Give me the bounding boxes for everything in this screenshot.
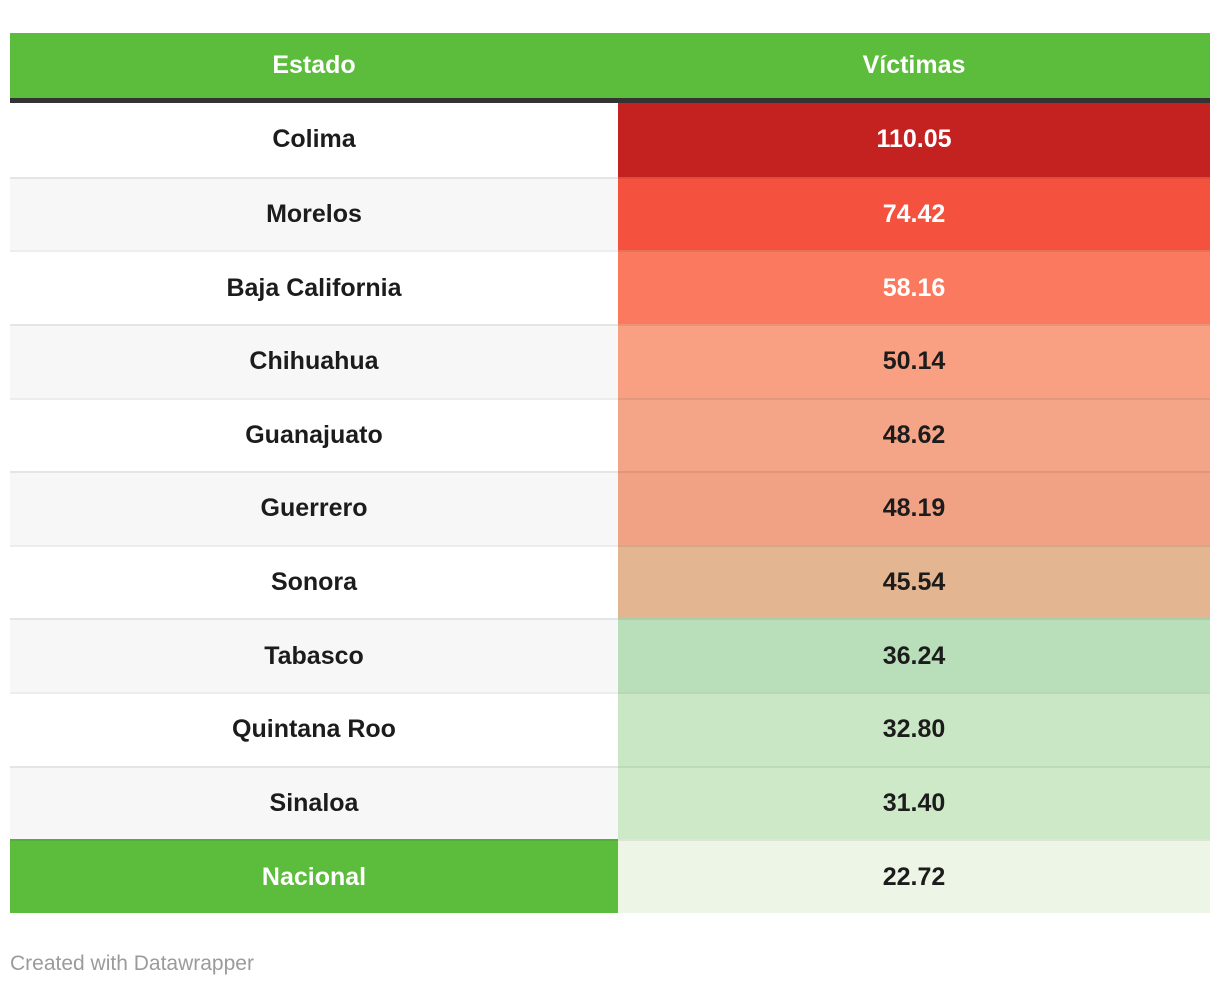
datawrapper-credit-link[interactable]: Created with Datawrapper <box>10 952 254 975</box>
estado-cell: Nacional <box>10 839 618 913</box>
estado-cell: Baja California <box>10 250 618 324</box>
victimas-cell: 45.54 <box>618 544 1210 619</box>
estado-cell: Morelos <box>10 176 618 251</box>
victims-table: Estado Víctimas Colima 110.05 Morelos 74… <box>10 33 1210 913</box>
victimas-cell: 58.16 <box>618 250 1210 324</box>
victimas-cell: 48.19 <box>618 471 1210 545</box>
table-row: Sonora 45.54 <box>10 544 1210 619</box>
estado-cell: Quintana Roo <box>10 692 618 766</box>
victimas-cell: 50.14 <box>618 323 1210 398</box>
attribution: Created with Datawrapper <box>10 952 254 976</box>
victimas-cell: 36.24 <box>618 618 1210 692</box>
estado-cell: Tabasco <box>10 618 618 692</box>
table-row-nacional: Nacional 22.72 <box>10 839 1210 913</box>
column-header-victimas[interactable]: Víctimas <box>618 33 1210 98</box>
table-row: Sinaloa 31.40 <box>10 765 1210 840</box>
estado-cell: Colima <box>10 103 618 177</box>
estado-cell: Chihuahua <box>10 323 618 398</box>
table-body: Colima 110.05 Morelos 74.42 Baja Califor… <box>10 103 1210 913</box>
estado-cell: Guerrero <box>10 471 618 545</box>
table-row: Guanajuato 48.62 <box>10 397 1210 472</box>
table-row: Baja California 58.16 <box>10 250 1210 324</box>
victimas-cell: 32.80 <box>618 692 1210 766</box>
table-header-row: Estado Víctimas <box>10 33 1210 103</box>
table-row: Colima 110.05 <box>10 103 1210 177</box>
estado-cell: Sonora <box>10 544 618 619</box>
victimas-cell: 48.62 <box>618 397 1210 472</box>
table-row: Morelos 74.42 <box>10 176 1210 251</box>
victimas-cell: 31.40 <box>618 765 1210 840</box>
estado-cell: Sinaloa <box>10 765 618 840</box>
estado-cell: Guanajuato <box>10 397 618 472</box>
table-row: Chihuahua 50.14 <box>10 323 1210 398</box>
table-row: Quintana Roo 32.80 <box>10 692 1210 766</box>
column-header-estado[interactable]: Estado <box>10 33 618 98</box>
victimas-cell: 22.72 <box>618 839 1210 913</box>
table-row: Guerrero 48.19 <box>10 471 1210 545</box>
victimas-cell: 74.42 <box>618 176 1210 251</box>
victimas-cell: 110.05 <box>618 103 1210 177</box>
table-row: Tabasco 36.24 <box>10 618 1210 692</box>
